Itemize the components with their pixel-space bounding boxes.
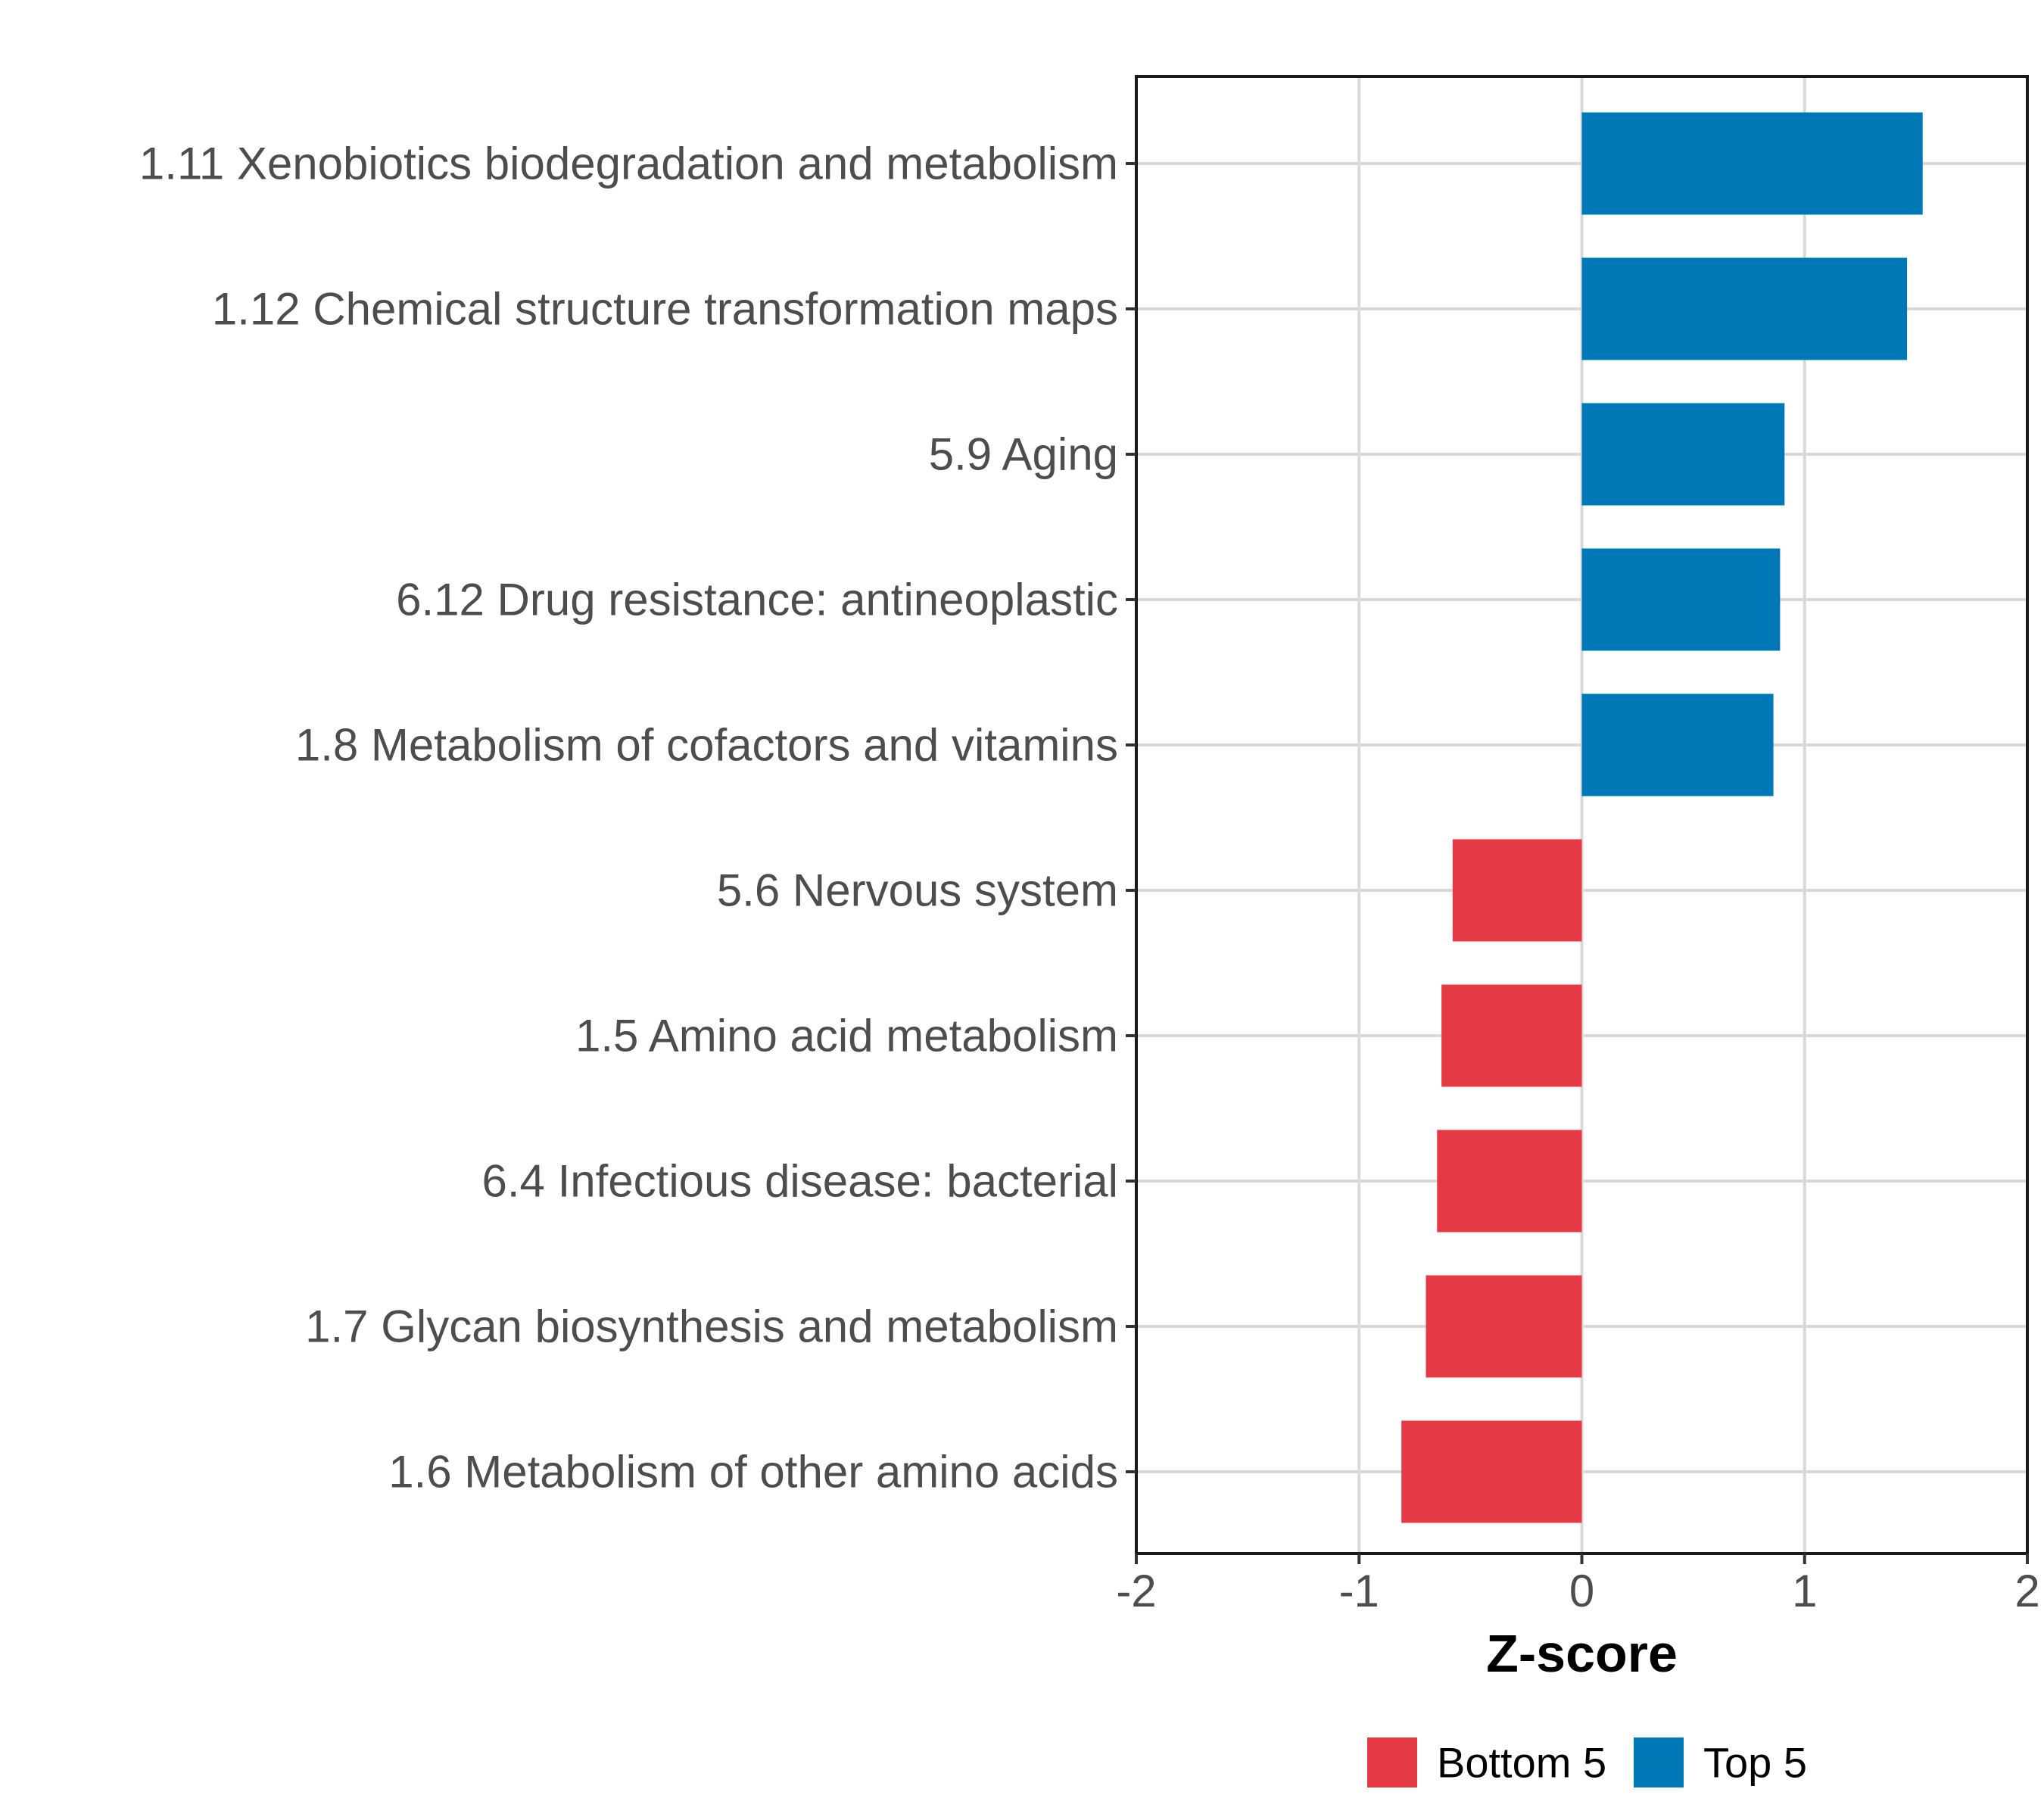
- legend: Bottom 5 Top 5: [1367, 1738, 1807, 1787]
- x-tick-label: -2: [1116, 1566, 1156, 1616]
- legend-label-top-5: Top 5: [1703, 1739, 1807, 1787]
- bar: [1426, 1275, 1582, 1378]
- y-tick-label: 1.12 Chemical structure transformation m…: [212, 284, 1118, 335]
- y-tick-label: 5.9 Aging: [929, 429, 1118, 480]
- y-axis-ticks: 1.11 Xenobiotics biodegradation and meta…: [139, 139, 1136, 1498]
- x-tick-label: 2: [2014, 1566, 2039, 1616]
- y-tick-label: 6.4 Infectious disease: bacterial: [482, 1156, 1119, 1207]
- bar: [1437, 1130, 1582, 1233]
- x-tick-label: 0: [1569, 1566, 1594, 1616]
- y-tick-label: 6.12 Drug resistance: antineoplastic: [396, 575, 1118, 625]
- bar: [1581, 693, 1774, 796]
- legend-swatch-top-5: [1634, 1738, 1684, 1787]
- legend-label-bottom-5: Bottom 5: [1437, 1739, 1606, 1787]
- y-tick-label: 1.5 Amino acid metabolism: [575, 1011, 1118, 1061]
- y-tick-label: 1.11 Xenobiotics biodegradation and meta…: [139, 139, 1118, 189]
- x-axis-ticks: -2 -1 0 1 2: [1116, 1554, 2040, 1616]
- y-tick-label: 1.6 Metabolism of other amino acids: [388, 1447, 1118, 1498]
- bar: [1581, 112, 1923, 215]
- y-tick-label: 5.6 Nervous system: [717, 865, 1118, 916]
- bar: [1452, 839, 1582, 942]
- x-tick-label: -1: [1339, 1566, 1379, 1616]
- y-tick-label: 1.8 Metabolism of cofactors and vitamins: [295, 720, 1118, 771]
- bar: [1581, 403, 1785, 506]
- bar: [1441, 984, 1582, 1087]
- bar: [1581, 548, 1781, 651]
- legend-swatch-bottom-5: [1367, 1738, 1417, 1787]
- bars: [1401, 112, 1923, 1523]
- bar: [1401, 1420, 1582, 1523]
- bar: [1581, 257, 1908, 360]
- x-axis-title: Z-score: [1486, 1624, 1678, 1683]
- y-tick-label: 1.7 Glycan biosynthesis and metabolism: [305, 1301, 1118, 1352]
- x-tick-label: 1: [1792, 1566, 1817, 1616]
